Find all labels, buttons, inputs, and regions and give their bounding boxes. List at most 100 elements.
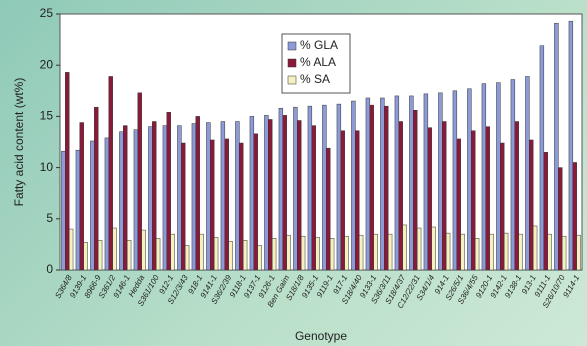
- bar: [184, 245, 190, 271]
- legend-label: % ALA: [300, 55, 336, 69]
- bar: [75, 149, 81, 271]
- bar: [65, 72, 70, 271]
- bar: [213, 236, 219, 271]
- bar: [369, 104, 374, 271]
- bar: [235, 121, 240, 271]
- bar: [307, 105, 313, 271]
- bar: [500, 142, 505, 271]
- bar: [271, 238, 277, 271]
- bar: [282, 115, 287, 271]
- bar: [394, 95, 400, 271]
- bar: [126, 240, 132, 271]
- bar: [228, 241, 233, 271]
- y-tick-label: 5: [46, 211, 53, 225]
- bar: [137, 92, 142, 271]
- bar: [181, 142, 186, 271]
- bar: [445, 232, 451, 271]
- bar: [112, 227, 117, 271]
- bar: [224, 138, 229, 271]
- y-tick-label: 25: [40, 6, 54, 20]
- bar: [525, 76, 530, 271]
- bar: [264, 115, 269, 271]
- bar: [529, 139, 534, 271]
- bar: [340, 130, 345, 271]
- y-axis-title: Fatty acid content (wt%): [12, 78, 26, 207]
- bar: [431, 226, 436, 271]
- bar: [416, 227, 422, 271]
- bar: [286, 234, 291, 271]
- bar: [300, 235, 306, 271]
- y-tick-label: 20: [40, 57, 54, 71]
- bar: [547, 233, 552, 271]
- bar: [561, 235, 567, 271]
- bar: [474, 238, 480, 271]
- bar: [481, 83, 487, 271]
- bar: [568, 20, 574, 271]
- bar: [427, 127, 432, 271]
- bar: [510, 79, 516, 271]
- bar: [322, 104, 327, 271]
- bar: [398, 121, 403, 271]
- x-axis-title: Genotype: [295, 329, 347, 343]
- bar: [152, 121, 157, 271]
- legend-swatch: [287, 41, 297, 51]
- bar: [402, 224, 407, 271]
- bar: [543, 151, 548, 271]
- bar: [68, 228, 74, 271]
- bar: [496, 82, 501, 271]
- bar: [460, 233, 465, 271]
- legend-swatch: [287, 75, 297, 85]
- bar: [467, 88, 472, 271]
- bar: [489, 233, 494, 271]
- bar: [387, 233, 393, 271]
- bar: [83, 242, 88, 271]
- bar: [558, 167, 563, 271]
- bar: [177, 125, 182, 271]
- bar: [278, 107, 284, 271]
- bar: [409, 95, 414, 271]
- bar: [471, 130, 476, 271]
- bar: [456, 138, 461, 271]
- bar: [554, 22, 559, 271]
- bar: [104, 137, 110, 271]
- bar: [210, 139, 215, 271]
- bar: [141, 229, 146, 271]
- bar: [358, 234, 364, 271]
- bar: [532, 225, 538, 271]
- bar: [108, 76, 113, 271]
- bar: [576, 234, 581, 271]
- y-tick-label: 10: [40, 160, 54, 174]
- bar: [119, 131, 124, 271]
- bar: [365, 97, 371, 271]
- bar: [90, 140, 95, 271]
- bar: [195, 116, 200, 271]
- bar: [311, 125, 316, 271]
- bar: [413, 110, 418, 271]
- bar: [79, 122, 84, 271]
- bar: [94, 106, 99, 271]
- bar: [572, 162, 577, 271]
- bar: [162, 125, 168, 271]
- bar: [315, 236, 320, 271]
- bar: [199, 233, 204, 271]
- bar: [452, 90, 458, 271]
- bar: [155, 238, 161, 271]
- bar: [384, 105, 389, 271]
- bar: [191, 123, 197, 271]
- bar: [514, 121, 519, 271]
- bar: [206, 122, 211, 271]
- bar: [326, 147, 331, 271]
- bar: [293, 106, 298, 271]
- bar: [133, 129, 139, 271]
- bar: [355, 130, 360, 271]
- legend-label: % SA: [300, 72, 330, 86]
- bar: [423, 93, 429, 271]
- bar: [166, 112, 171, 271]
- bar: [336, 103, 342, 271]
- bar: [438, 92, 443, 271]
- bar: [539, 45, 545, 271]
- bar: [297, 120, 302, 271]
- bar: [485, 126, 490, 271]
- bar: [97, 240, 103, 271]
